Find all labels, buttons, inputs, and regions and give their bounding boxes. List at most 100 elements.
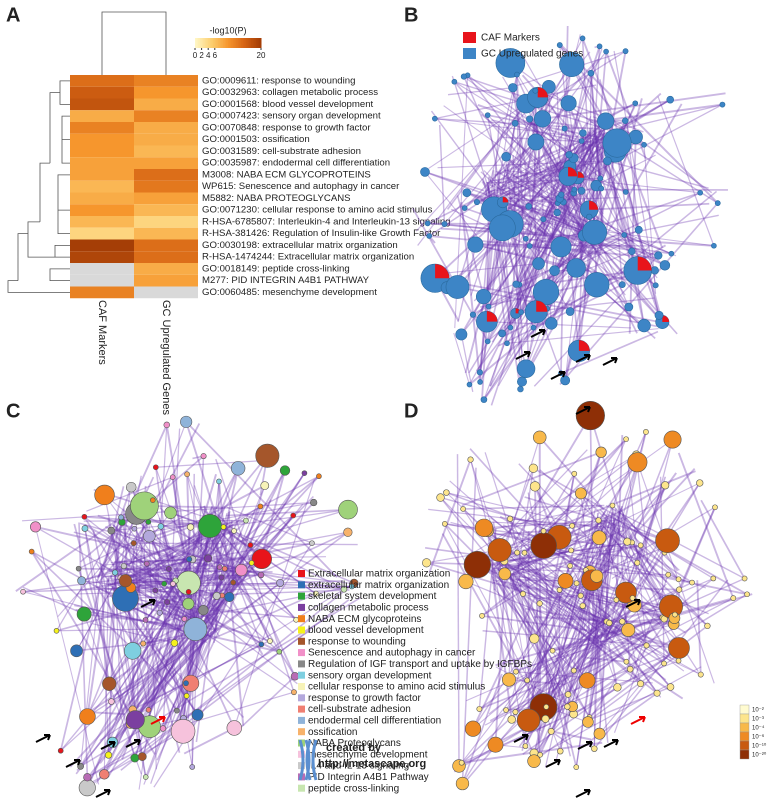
edge (496, 530, 544, 536)
node-wedge (486, 311, 498, 322)
edge (155, 424, 168, 611)
edge (610, 51, 627, 131)
edge (513, 574, 642, 685)
edge (162, 616, 216, 729)
edge (448, 263, 539, 274)
legend-label: ossification (308, 727, 357, 738)
edge (83, 520, 246, 522)
edge (595, 135, 602, 179)
heatmap-cell (70, 180, 134, 193)
edge (501, 437, 541, 561)
edge (120, 582, 355, 771)
node (627, 452, 648, 473)
edge (547, 199, 630, 308)
node (77, 576, 87, 586)
node (143, 529, 156, 543)
edge (465, 580, 587, 632)
edge (604, 482, 701, 639)
node (569, 522, 575, 529)
panel-label: B (404, 4, 418, 26)
edge (454, 81, 576, 157)
heatmap-cell (134, 133, 198, 146)
node (467, 236, 484, 253)
edge (154, 569, 158, 591)
edge (513, 565, 566, 582)
edge (111, 624, 194, 743)
node-wedge (637, 256, 652, 271)
edge (633, 645, 672, 688)
heatmap-cell (134, 98, 198, 111)
edge (668, 574, 707, 589)
arrow (100, 741, 116, 750)
edge (162, 499, 272, 729)
node (602, 128, 632, 158)
node (623, 537, 632, 546)
edge (599, 508, 709, 627)
edge (528, 122, 588, 207)
node (629, 595, 636, 601)
edge (493, 588, 575, 672)
edge (552, 593, 753, 652)
edge (587, 644, 603, 723)
node (466, 381, 473, 388)
edge (132, 640, 270, 711)
edge (503, 560, 595, 638)
edge (628, 137, 637, 334)
node (634, 225, 643, 234)
edge (493, 576, 536, 640)
edge (663, 552, 679, 572)
edge (80, 597, 361, 767)
node (137, 752, 147, 761)
edge (441, 533, 547, 720)
edge (145, 501, 314, 534)
heatmap-cell (70, 274, 134, 287)
edge (515, 643, 589, 673)
edge (604, 530, 629, 631)
edge (611, 562, 638, 579)
node (571, 186, 578, 193)
row-label: M3008: NABA ECM GLYCOPROTEINS (202, 169, 371, 180)
heatmap-cell (134, 122, 198, 134)
node (99, 769, 110, 780)
edge (468, 299, 572, 386)
edge (580, 492, 668, 583)
edge (573, 630, 646, 672)
node (623, 436, 629, 442)
edge (122, 512, 171, 573)
legend-label: NABA Proteoglycans (308, 738, 401, 749)
edge (505, 626, 600, 711)
edge (477, 103, 582, 142)
node (654, 251, 663, 260)
edge (479, 241, 512, 373)
node (424, 220, 431, 227)
network (15, 415, 361, 797)
edge (528, 205, 588, 232)
edge (627, 461, 648, 646)
edge (140, 455, 269, 733)
legend-label: GC Upregulated genes (481, 49, 583, 60)
node (621, 232, 628, 238)
panel-label: D (404, 400, 418, 422)
edge (133, 542, 358, 546)
edge (533, 632, 594, 762)
node (495, 48, 526, 78)
edge (593, 46, 601, 139)
heatmap-cell (134, 192, 198, 205)
edge (108, 534, 222, 685)
node (593, 727, 606, 740)
legend-swatch (298, 784, 305, 792)
heatmap-cell (134, 286, 198, 299)
edge (148, 615, 219, 728)
edge (503, 196, 558, 204)
edge (490, 516, 680, 662)
node (443, 489, 450, 496)
edge (434, 118, 614, 142)
edge (516, 552, 595, 635)
row-label: GO:0018149: peptide cross-linking (202, 263, 350, 274)
edge (597, 461, 639, 523)
node (182, 674, 200, 692)
node (485, 303, 492, 310)
edge (559, 45, 582, 250)
node (503, 707, 509, 713)
edge (60, 596, 189, 752)
